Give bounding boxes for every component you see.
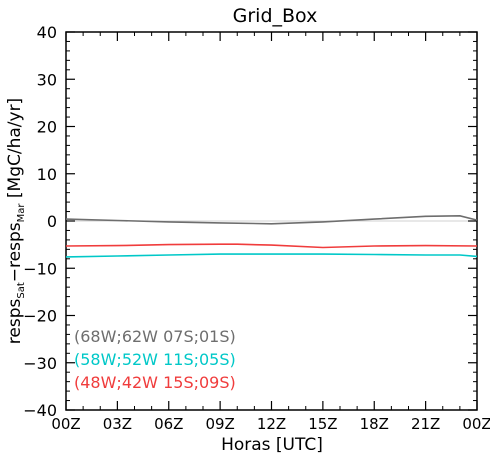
y-tick-label: 30: [37, 70, 57, 89]
legend-entry-3: (48W;42W 15S;09S): [74, 373, 236, 392]
x-tick-label: 18Z: [360, 415, 389, 433]
y-label-prefix: resps: [5, 298, 25, 344]
x-tick-label: 21Z: [411, 415, 440, 433]
y-tick-label: −30: [23, 354, 57, 373]
plot-area: −40 −30 −20 −10 0 10 20 30 40 00Z 03Z 06Z 09Z 12Z 15Z 1…: [23, 23, 490, 433]
y-tick-label: −10: [23, 259, 57, 278]
y-axis-label: respsSat−respsMar [MgC/ha/yr]: [5, 98, 27, 344]
x-axis-label: Horas [UTC]: [221, 435, 323, 455]
y-tick-label: 10: [37, 165, 57, 184]
x-tick-label: 00Z: [462, 415, 490, 433]
y-tick-label: −40: [23, 401, 57, 420]
y-label-mid: −resps: [5, 222, 25, 282]
y-tick-label: 40: [37, 23, 57, 42]
series-line-1: [65, 214, 478, 225]
x-tick-label: 06Z: [154, 415, 183, 433]
series-line-3: [65, 243, 478, 249]
y-tick-label: 20: [37, 118, 57, 137]
y-label-suffix: [MgC/ha/yr]: [5, 98, 25, 204]
x-tick-label: 03Z: [103, 415, 132, 433]
y-label-sub2: Mar: [16, 203, 27, 223]
legend-entry-1: (68W;62W 07S;01S): [74, 327, 236, 346]
series-line-2: [65, 253, 478, 258]
y-tick-label: 0: [47, 212, 57, 231]
y-label-sub1: Sat: [16, 282, 27, 298]
x-tick-label: 00Z: [51, 415, 80, 433]
x-tick-label: 12Z: [257, 415, 286, 433]
x-tick-label: 15Z: [308, 415, 337, 433]
chart-title: Grid_Box: [233, 5, 318, 27]
y-tick-label: −20: [23, 307, 57, 326]
x-tick-label: 09Z: [205, 415, 234, 433]
legend-entry-2: (58W;52W 11S;05S): [74, 350, 236, 369]
